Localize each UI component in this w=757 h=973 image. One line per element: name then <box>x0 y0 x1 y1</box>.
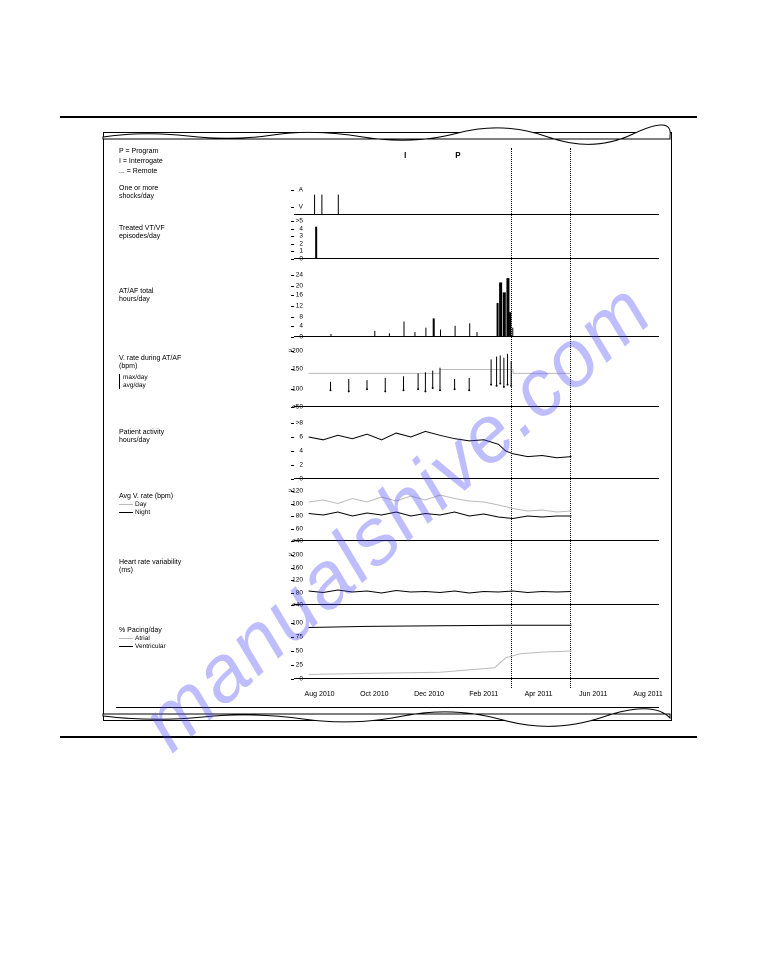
y-tick-mark <box>291 529 294 530</box>
y-tick-mark <box>291 504 294 505</box>
y-tick-mark <box>291 651 294 652</box>
y-tick-mark <box>291 229 294 230</box>
figure-inner-rule <box>116 707 659 709</box>
y-tick-mark <box>291 295 294 296</box>
event-marker: P <box>455 151 460 160</box>
y-tick-mark <box>291 244 294 245</box>
y-tick-mark <box>291 491 294 492</box>
y-tick-mark <box>291 317 294 318</box>
x-tick-label: Jun 2011 <box>579 691 607 698</box>
legend-top: P = Program I = Interrogate ... = Remote <box>119 147 163 176</box>
y-tick-mark <box>291 286 294 287</box>
panel-label-pacing: % Pacing/dayAtrialVentricular <box>119 627 192 651</box>
y-tick-mark <box>291 555 294 556</box>
y-tick-mark <box>291 207 294 208</box>
y-tick-mark <box>291 665 294 666</box>
panel-label-vrate_ataf: V. rate during AT/AF(bpm) max/dayavg/day <box>119 355 192 389</box>
y-tick-mark <box>291 568 294 569</box>
plot-hrv <box>294 555 659 605</box>
y-tick-mark <box>291 541 294 542</box>
y-tick-mark <box>291 516 294 517</box>
y-tick-mark <box>291 580 294 581</box>
y-tick-mark <box>291 679 294 680</box>
y-tick-mark <box>291 465 294 466</box>
y-tick-mark <box>291 479 294 480</box>
legend-program: P = Program <box>119 147 163 157</box>
panel-label-ataf: AT/AF totalhours/day <box>119 288 192 305</box>
torn-edge-top <box>103 127 670 139</box>
legend-remote: ... = Remote <box>119 167 163 177</box>
x-tick-label: Dec 2010 <box>414 691 444 698</box>
y-tick-mark <box>291 605 294 606</box>
y-tick-mark <box>291 369 294 370</box>
x-tick-label: Aug 2010 <box>305 691 335 698</box>
y-tick-mark <box>291 593 294 594</box>
y-tick-mark <box>291 637 294 638</box>
y-tick-mark <box>291 351 294 352</box>
panel-label-shocks: One or moreshocks/day <box>119 185 192 202</box>
plot-pacing <box>294 623 659 679</box>
cardiac-compass-figure: P = Program I = Interrogate ... = Remote… <box>103 132 672 721</box>
plot-ataf <box>294 275 659 337</box>
y-tick-mark <box>291 337 294 338</box>
panel-label-activity: Patient activityhours/day <box>119 429 192 446</box>
panel-label-hrv: Heart rate variability(ms) <box>119 559 192 576</box>
y-tick-mark <box>291 259 294 260</box>
x-tick-label: Apr 2011 <box>525 691 553 698</box>
panel-label-avgvrate: Avg V. rate (bpm)DayNight <box>119 493 192 517</box>
torn-edge-bottom <box>103 714 670 726</box>
y-tick-mark <box>291 451 294 452</box>
y-tick-mark <box>291 389 294 390</box>
y-tick-mark <box>291 251 294 252</box>
plot-activity <box>294 423 659 479</box>
x-tick-label: Oct 2010 <box>360 691 388 698</box>
y-tick-mark <box>291 190 294 191</box>
plot-avgvrate <box>294 491 659 541</box>
y-tick-mark <box>291 423 294 424</box>
plot-vrate_ataf <box>294 351 659 407</box>
page-rule-top <box>60 116 697 118</box>
page-rule-bottom <box>60 736 697 738</box>
y-tick-mark <box>291 623 294 624</box>
x-tick-label: Aug 2011 <box>633 691 662 698</box>
y-tick-mark <box>291 407 294 408</box>
plot-vtvf <box>294 221 659 259</box>
y-tick-mark <box>291 326 294 327</box>
y-tick-mark <box>291 221 294 222</box>
legend-interrogate: I = Interrogate <box>119 157 163 167</box>
y-tick-mark <box>291 306 294 307</box>
x-tick-label: Feb 2011 <box>469 691 498 698</box>
y-tick-mark <box>291 275 294 276</box>
y-tick-mark <box>291 437 294 438</box>
y-tick-mark <box>291 236 294 237</box>
panel-label-vtvf: Treated VT/VFepisodes/day <box>119 225 192 242</box>
plot-shocks <box>294 181 659 215</box>
event-marker: I <box>404 151 406 160</box>
